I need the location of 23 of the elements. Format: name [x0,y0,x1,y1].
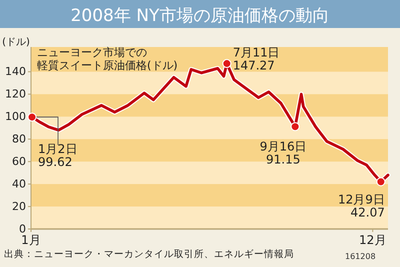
y-tick-label: 100 [5,110,26,124]
source-note: 出典：ニューヨーク・マーカンタイル取引所、エネルギー情報局 [4,248,294,260]
annotation: 1月2日 99.62 [28,112,78,170]
y-axis-title: (ドル) [2,37,30,48]
annotation: 7月11日 147.27 [232,46,280,73]
annotation: 1月2日 99.62 [38,142,78,170]
annotation: 9月16日 91.15 [260,122,307,167]
x-tick-label: 1月 [21,233,41,247]
y-tick-label: 120 [5,88,26,101]
y-tick-label: 140 [5,65,26,78]
text: 161208 [345,252,376,261]
y-tick-label: 0 [19,222,26,236]
y-tick-label: 20 [12,200,26,214]
x-tick-label: 12月 [359,233,386,247]
y-tick-label: 60 [12,155,26,168]
annotation: 9月16日 91.15 [260,140,307,167]
chart-title: 2008年 NY市場の原油価格の動向 [70,6,330,26]
y-tick-label: 80 [12,132,26,146]
annotation: 12月9日 42.07 [338,177,386,220]
annotation: 7月11日 147.27 [222,46,280,73]
subtitle: ニューヨーク市場での軽質スイート原油価格(ドル) [37,46,178,72]
y-tick-label: 40 [12,178,26,191]
annotation: 12月9日 42.07 [338,192,385,220]
